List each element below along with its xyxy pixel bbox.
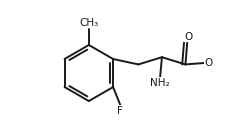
Text: F: F [118,106,123,116]
Text: CH₃: CH₃ [79,18,98,28]
Text: NH₂: NH₂ [150,78,170,88]
Text: O: O [205,58,213,68]
Text: O: O [184,32,192,42]
